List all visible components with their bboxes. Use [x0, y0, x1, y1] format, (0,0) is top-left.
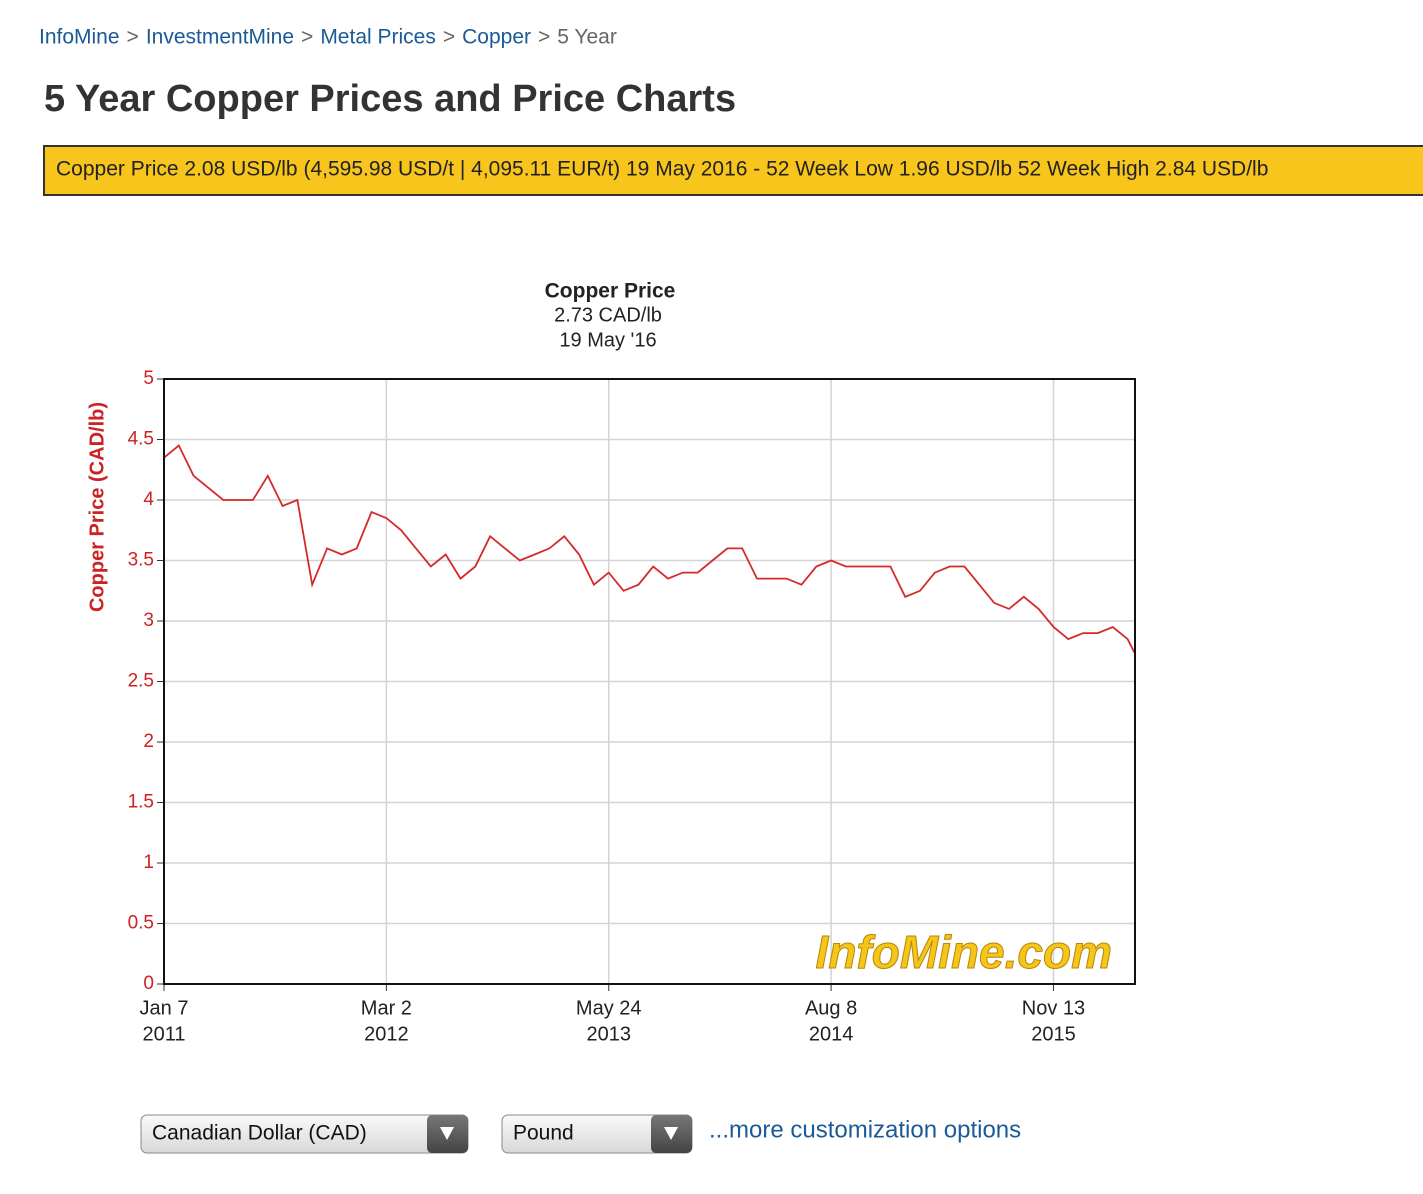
x-tick-label: Jan 7 — [140, 997, 189, 1019]
x-tick-label: 2014 — [809, 1023, 854, 1045]
y-tick-label: 2.5 — [128, 671, 154, 692]
watermark: InfoMine.com — [816, 926, 1112, 978]
unit-value: Pound — [513, 1122, 574, 1145]
select-arrow — [440, 1127, 454, 1140]
y-tick-label: 4.5 — [128, 429, 154, 450]
chart-title: Copper Price — [545, 280, 676, 303]
breadcrumb-separator: > — [538, 26, 550, 49]
chart-subtitle: 19 May '16 — [559, 329, 656, 351]
y-tick-label: 0.5 — [128, 913, 154, 934]
x-tick-label: Aug 8 — [805, 997, 857, 1019]
x-tick-label: Nov 13 — [1022, 997, 1085, 1019]
y-tick-label: 4 — [143, 489, 154, 510]
x-tick-label: Mar 2 — [361, 997, 412, 1019]
y-tick-label: 3.5 — [128, 550, 154, 571]
x-tick-label: 2015 — [1031, 1023, 1076, 1045]
x-tick-label: 2013 — [586, 1023, 631, 1045]
breadcrumb-link[interactable]: Metal Prices — [320, 26, 436, 49]
breadcrumb-current: 5 Year — [557, 26, 617, 49]
x-tick-label: May 24 — [576, 997, 642, 1019]
plot-frame — [163, 378, 1136, 985]
y-tick-label: 0 — [143, 973, 154, 994]
more-options-link[interactable]: ...more customization options — [709, 1116, 1021, 1143]
price-banner — [43, 145, 1423, 196]
x-tick-label: 2011 — [142, 1023, 185, 1045]
y-tick-label: 2 — [143, 731, 154, 752]
price-line — [163, 444, 1136, 655]
breadcrumb-separator: > — [127, 26, 139, 49]
page-title: 5 Year Copper Prices and Price Charts — [44, 78, 736, 120]
x-tick-label: 2012 — [364, 1023, 409, 1045]
breadcrumb-separator: > — [443, 26, 455, 49]
select-arrow — [664, 1127, 678, 1140]
breadcrumb-link[interactable]: InfoMine — [39, 26, 120, 49]
y-tick-label: 5 — [143, 368, 154, 389]
breadcrumb-separator: > — [301, 26, 313, 49]
banner-text: Copper Price 2.08 USD/lb (4,595.98 USD/t… — [56, 158, 1268, 181]
chart-subtitle: 2.73 CAD/lb — [554, 304, 662, 326]
y-tick-label: 3 — [143, 610, 154, 631]
currency-value: Canadian Dollar (CAD) — [152, 1122, 367, 1145]
breadcrumb-link[interactable]: InvestmentMine — [146, 26, 294, 49]
breadcrumb: InfoMine > InvestmentMine > Metal Prices > Cop… — [39, 26, 617, 49]
y-tick-label: 1 — [143, 852, 154, 873]
breadcrumb-link[interactable]: Copper — [462, 26, 531, 49]
y-axis-label: Copper Price (CAD/lb) — [86, 402, 108, 612]
y-tick-label: 1.5 — [128, 792, 154, 813]
